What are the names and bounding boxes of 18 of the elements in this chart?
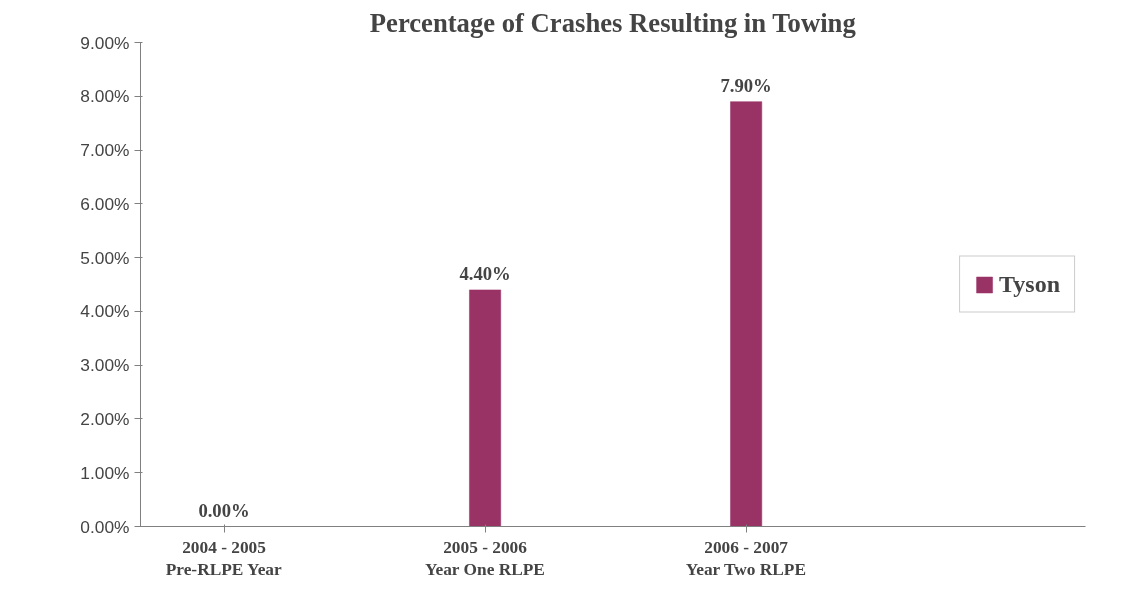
y-tick-label: 5.00% [80, 247, 130, 268]
y-tick-label: 2.00% [80, 408, 130, 429]
data-label: 4.40% [459, 262, 511, 284]
y-tick-label: 9.00% [80, 32, 130, 53]
y-tick-label: 6.00% [80, 193, 130, 214]
y-tick-label: 3.00% [80, 355, 130, 376]
y-tick-label: 8.00% [80, 86, 130, 107]
data-label: 7.90% [720, 74, 772, 96]
x-tick-label: 2004 - 2005 Pre-RLPE Year [165, 537, 283, 580]
y-tick-label: 1.00% [80, 462, 130, 483]
legend-label: Tyson [999, 270, 1060, 298]
data-label: 0.00% [198, 499, 250, 521]
chart-title: Percentage of Crashes Resulting in Towing [369, 7, 857, 38]
y-tick-label: 7.00% [80, 140, 130, 161]
y-tick-label: 0.00% [80, 516, 130, 537]
x-tick-label: 2005 - 2006 Year One RLPE [424, 537, 545, 580]
y-tick-label: 4.00% [80, 301, 130, 322]
x-tick-label: 2006 - 2007 Year Two RLPE [685, 537, 806, 580]
